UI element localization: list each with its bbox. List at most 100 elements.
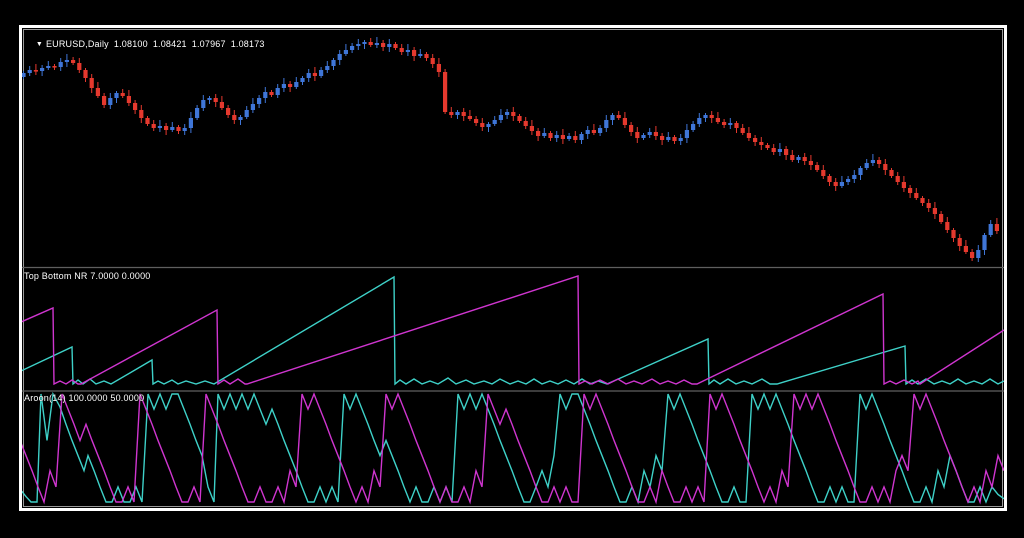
candle-body <box>498 115 503 120</box>
candle-body <box>188 118 193 128</box>
candle-body <box>257 98 262 104</box>
candle-body <box>443 72 448 112</box>
candle-body <box>232 115 237 120</box>
candle-body <box>604 120 609 128</box>
candle-body <box>963 246 968 252</box>
candle-body <box>753 138 758 142</box>
candle-body <box>660 136 665 140</box>
symbol-name: EURUSD,Daily <box>45 39 109 49</box>
candle-body <box>449 112 454 115</box>
candle-body <box>734 123 739 128</box>
candle-body <box>325 66 330 70</box>
candle-body <box>27 70 32 73</box>
ohlc-close: 1.08173 <box>230 39 265 49</box>
candle-body <box>40 68 45 71</box>
candle-body <box>560 135 565 139</box>
candle-body <box>71 60 76 63</box>
candle-body <box>790 155 795 160</box>
ohlc-open: 1.08100 <box>113 39 148 49</box>
candle-body <box>622 118 627 125</box>
candle-body <box>362 42 367 44</box>
candle-body <box>579 134 584 140</box>
candle-body <box>176 127 181 131</box>
top-bottom-nr-cyan-line <box>22 275 1004 386</box>
candle-body <box>951 230 956 238</box>
candle-body <box>164 126 169 130</box>
candle-body <box>83 70 88 78</box>
candle-body <box>678 138 683 141</box>
candle-body <box>684 130 689 138</box>
candle-body <box>827 176 832 182</box>
candle-body <box>201 100 206 108</box>
candle-body <box>722 122 727 125</box>
candle-body <box>858 168 863 175</box>
price-pane-label: ▼ EURUSD,Daily 1.08100 1.08421 1.07967 1.0817… <box>25 29 265 61</box>
candle-body <box>319 70 324 76</box>
candle-body <box>207 98 212 100</box>
candle-body <box>542 133 547 136</box>
candle-body <box>195 108 200 118</box>
candle-body <box>703 115 708 118</box>
ohlc-high: 1.08421 <box>152 39 187 49</box>
candle-body <box>821 170 826 176</box>
candle-body <box>567 136 572 139</box>
candle-body <box>728 123 733 125</box>
candle-body <box>777 149 782 152</box>
candle-body <box>133 103 138 110</box>
candle-body <box>548 133 553 138</box>
candle-body <box>139 110 144 118</box>
candle-body <box>598 128 603 133</box>
chart-window[interactable]: ▼ EURUSD,Daily 1.08100 1.08421 1.07967 1.0817… <box>19 25 1007 511</box>
candle-body <box>213 98 218 102</box>
candle-body <box>833 182 838 186</box>
candle-body <box>492 120 497 124</box>
candle-body <box>52 66 57 68</box>
candle-body <box>672 137 677 141</box>
candle-body <box>46 66 51 68</box>
aroon-label: Aroon(14) 100.0000 50.0000 <box>24 393 145 403</box>
candle-body <box>114 93 119 98</box>
candle-body <box>846 179 851 182</box>
candle-body <box>77 63 82 70</box>
candle-body <box>356 44 361 46</box>
candle-body <box>988 224 993 235</box>
candle-body <box>982 235 987 250</box>
candle-body <box>102 96 107 105</box>
candle-body <box>815 165 820 170</box>
candle-body <box>523 121 528 126</box>
candle-body <box>126 96 131 103</box>
candle-body <box>424 54 429 58</box>
candle-body <box>300 78 305 82</box>
candle-body <box>505 112 510 115</box>
candle-body <box>145 118 150 124</box>
candle-body <box>486 124 491 127</box>
candle-body <box>926 203 931 208</box>
candle-body <box>480 123 485 127</box>
top-bottom-nr-pane-lines <box>22 275 1004 386</box>
candle-body <box>635 132 640 138</box>
candle-body <box>393 44 398 48</box>
candle-body <box>653 132 658 136</box>
candle-body <box>709 115 714 118</box>
candle-body <box>591 130 596 133</box>
candle-body <box>89 78 94 88</box>
candle-body <box>288 84 293 87</box>
aroon-down-line <box>22 392 1004 505</box>
candle-body <box>157 126 162 128</box>
candle-body <box>802 157 807 161</box>
candle-body <box>970 252 975 258</box>
candle-body <box>374 43 379 45</box>
candle-body <box>461 112 466 116</box>
candle-body <box>343 50 348 54</box>
symbol-marker-icon: ▼ <box>35 41 43 48</box>
candle-body <box>281 84 286 88</box>
chart-canvas[interactable] <box>22 28 1004 508</box>
candle-body <box>312 73 317 76</box>
candle-body <box>808 161 813 165</box>
candle-body <box>715 118 720 122</box>
candle-body <box>151 124 156 128</box>
candle-body <box>870 160 875 163</box>
candle-body <box>585 130 590 134</box>
candle-body <box>430 58 435 64</box>
candle-body <box>399 48 404 52</box>
